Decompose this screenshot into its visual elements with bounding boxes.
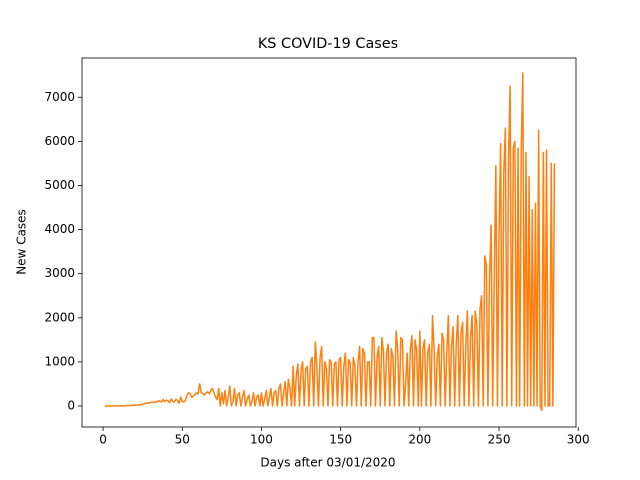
x-tick-label: 200 — [408, 433, 431, 447]
x-tick-label: 50 — [175, 433, 190, 447]
y-tick-label: 5000 — [44, 178, 75, 192]
y-tick-label: 6000 — [44, 134, 75, 148]
y-axis-label: New Cases — [15, 209, 29, 275]
x-tick-label: 300 — [567, 433, 590, 447]
y-tick-label: 4000 — [44, 222, 75, 236]
x-tick-label: 150 — [329, 433, 352, 447]
y-tick-label: 7000 — [44, 90, 75, 104]
data-line — [104, 72, 556, 412]
chart-title: KS COVID-19 Cases — [258, 36, 398, 52]
x-tick-label: 250 — [488, 433, 511, 447]
plot-frame — [81, 57, 577, 428]
y-tick-label: 2000 — [44, 310, 75, 324]
y-tick-label: 0 — [67, 399, 75, 413]
y-tick-label: 1000 — [44, 354, 75, 368]
x-tick-label: 100 — [250, 433, 273, 447]
y-tick-label: 3000 — [44, 266, 75, 280]
x-axis-label: Days after 03/01/2020 — [260, 456, 395, 470]
x-tick-label: 0 — [99, 433, 107, 447]
